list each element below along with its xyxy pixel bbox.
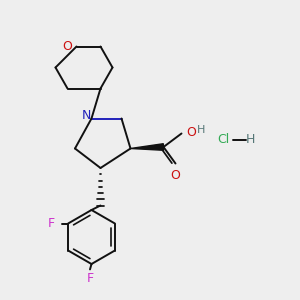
Text: O: O: [62, 40, 72, 53]
Text: H: H: [246, 133, 255, 146]
Text: Cl: Cl: [218, 133, 230, 146]
Text: F: F: [47, 217, 55, 230]
Text: O: O: [186, 125, 196, 139]
Text: N: N: [81, 109, 91, 122]
Text: F: F: [86, 272, 94, 286]
Text: O: O: [171, 169, 180, 182]
Polygon shape: [130, 144, 164, 150]
Text: H: H: [197, 124, 206, 135]
